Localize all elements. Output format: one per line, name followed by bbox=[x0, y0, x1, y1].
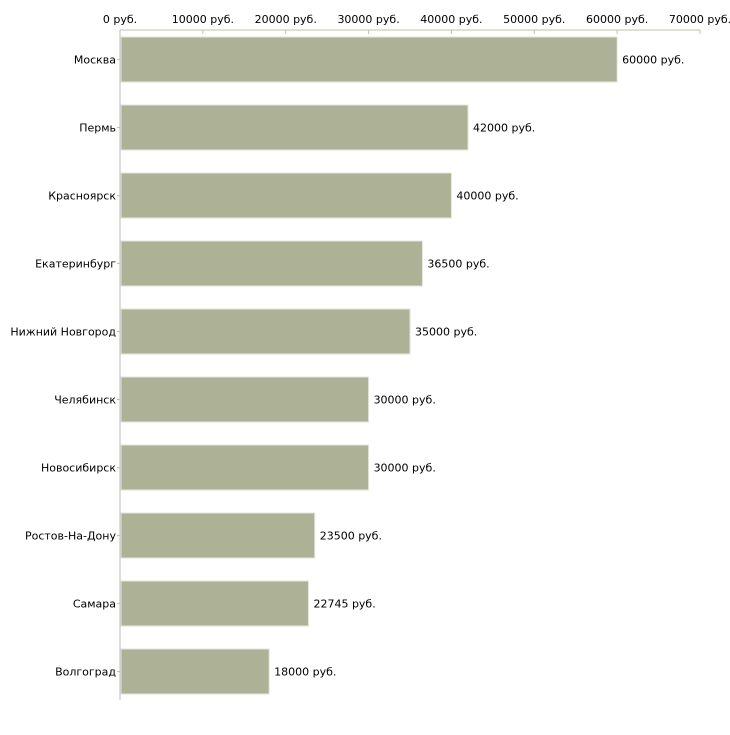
bar bbox=[120, 376, 370, 423]
x-tick-label: 70000 руб. bbox=[669, 13, 730, 26]
category-label: Екатеринбург bbox=[35, 258, 116, 271]
value-label: 23500 руб. bbox=[320, 530, 382, 543]
category-label: Самара bbox=[73, 598, 116, 611]
x-tick-label: 40000 руб. bbox=[420, 13, 482, 26]
value-label: 60000 руб. bbox=[622, 54, 684, 67]
value-label: 36500 руб. bbox=[427, 258, 489, 271]
bar bbox=[120, 308, 411, 355]
value-label: 18000 руб. bbox=[274, 666, 336, 679]
value-label: 40000 руб. bbox=[456, 190, 518, 203]
x-tick-label: 0 руб. bbox=[103, 13, 137, 26]
bar bbox=[120, 648, 270, 695]
value-label: 22745 руб. bbox=[313, 598, 375, 611]
x-tick-label: 50000 руб. bbox=[503, 13, 565, 26]
bar bbox=[120, 36, 618, 83]
category-label: Москва bbox=[74, 54, 116, 67]
bar bbox=[120, 444, 370, 491]
value-label: 42000 руб. bbox=[473, 122, 535, 135]
category-label: Пермь bbox=[79, 122, 116, 135]
category-label: Нижний Новгород bbox=[10, 326, 116, 339]
category-label: Челябинск bbox=[54, 394, 116, 407]
x-tick-label: 20000 руб. bbox=[255, 13, 317, 26]
x-tick-label: 60000 руб. bbox=[586, 13, 648, 26]
value-label: 35000 руб. bbox=[415, 326, 477, 339]
category-label: Новосибирск bbox=[41, 462, 116, 475]
value-label: 30000 руб. bbox=[374, 394, 436, 407]
category-label: Ростов-На-Дону bbox=[25, 530, 116, 543]
bar bbox=[120, 580, 309, 627]
x-tick-label: 10000 руб. bbox=[172, 13, 234, 26]
x-tick-label: 30000 руб. bbox=[337, 13, 399, 26]
bar bbox=[120, 104, 469, 151]
bar bbox=[120, 172, 452, 219]
bar bbox=[120, 512, 316, 559]
category-label: Красноярск bbox=[48, 190, 116, 203]
value-label: 30000 руб. bbox=[374, 462, 436, 475]
bar bbox=[120, 240, 423, 287]
category-label: Волгоград bbox=[55, 666, 116, 679]
